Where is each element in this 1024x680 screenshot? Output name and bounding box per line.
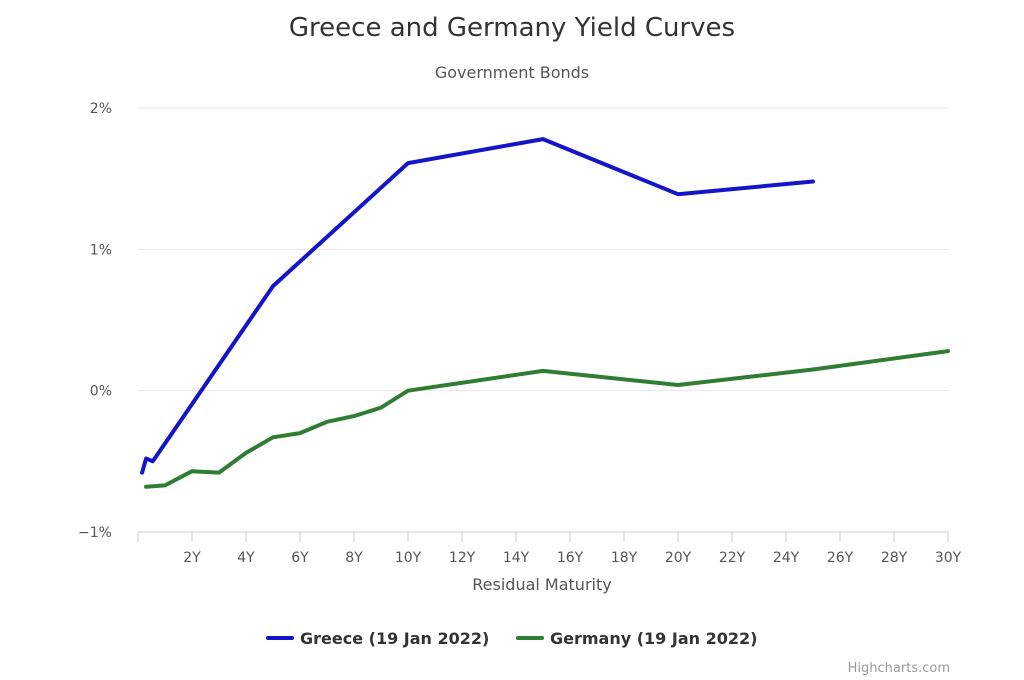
- y-tick-label: −1%: [78, 525, 112, 541]
- x-tick-label: 10Y: [395, 550, 422, 566]
- x-tick-label: 22Y: [719, 550, 746, 566]
- credits-link[interactable]: Highcharts.com: [848, 661, 950, 676]
- x-tick-label: 18Y: [611, 550, 638, 566]
- series-layer: [140, 137, 950, 489]
- legend[interactable]: Greece (19 Jan 2022) Germany (19 Jan 2022…: [266, 629, 757, 648]
- y-tick-label: 0%: [90, 384, 112, 400]
- legend-label: Germany (19 Jan 2022): [550, 629, 757, 648]
- x-tick-label: 6Y: [291, 550, 309, 566]
- legend-label: Greece (19 Jan 2022): [300, 629, 489, 648]
- chart-subtitle: Government Bonds: [435, 63, 589, 82]
- x-tick-label: 16Y: [557, 550, 584, 566]
- x-tick-label: 12Y: [449, 550, 476, 566]
- legend-item-germany[interactable]: Germany (19 Jan 2022): [516, 629, 757, 648]
- x-tick-label: 24Y: [773, 550, 800, 566]
- grid-lines: [138, 107, 948, 392]
- x-tick-label: 4Y: [237, 550, 255, 566]
- series-line-greece[interactable]: [140, 137, 815, 475]
- x-tick-label: 26Y: [827, 550, 854, 566]
- x-tick-label: 14Y: [503, 550, 530, 566]
- x-tick-label: 28Y: [881, 550, 908, 566]
- y-axis-labels: −1% 0% 1% 2%: [78, 101, 112, 541]
- x-axis: 2Y 4Y 6Y 8Y 10Y 12Y 14Y 16Y 18Y 20Y 22Y 24Y 26Y 28Y 30…: [137, 531, 962, 566]
- x-tick-label: 2Y: [183, 550, 201, 566]
- y-tick-label: 1%: [90, 242, 112, 258]
- x-axis-title: Residual Maturity: [472, 575, 611, 594]
- y-tick-label: 2%: [90, 101, 112, 117]
- series-line-germany[interactable]: [144, 349, 950, 489]
- x-tick-label: 8Y: [345, 550, 363, 566]
- chart-title: Greece and Germany Yield Curves: [289, 13, 735, 43]
- x-tick-label: 20Y: [665, 550, 692, 566]
- x-tick-label: 30Y: [935, 550, 962, 566]
- legend-item-greece[interactable]: Greece (19 Jan 2022): [266, 629, 489, 648]
